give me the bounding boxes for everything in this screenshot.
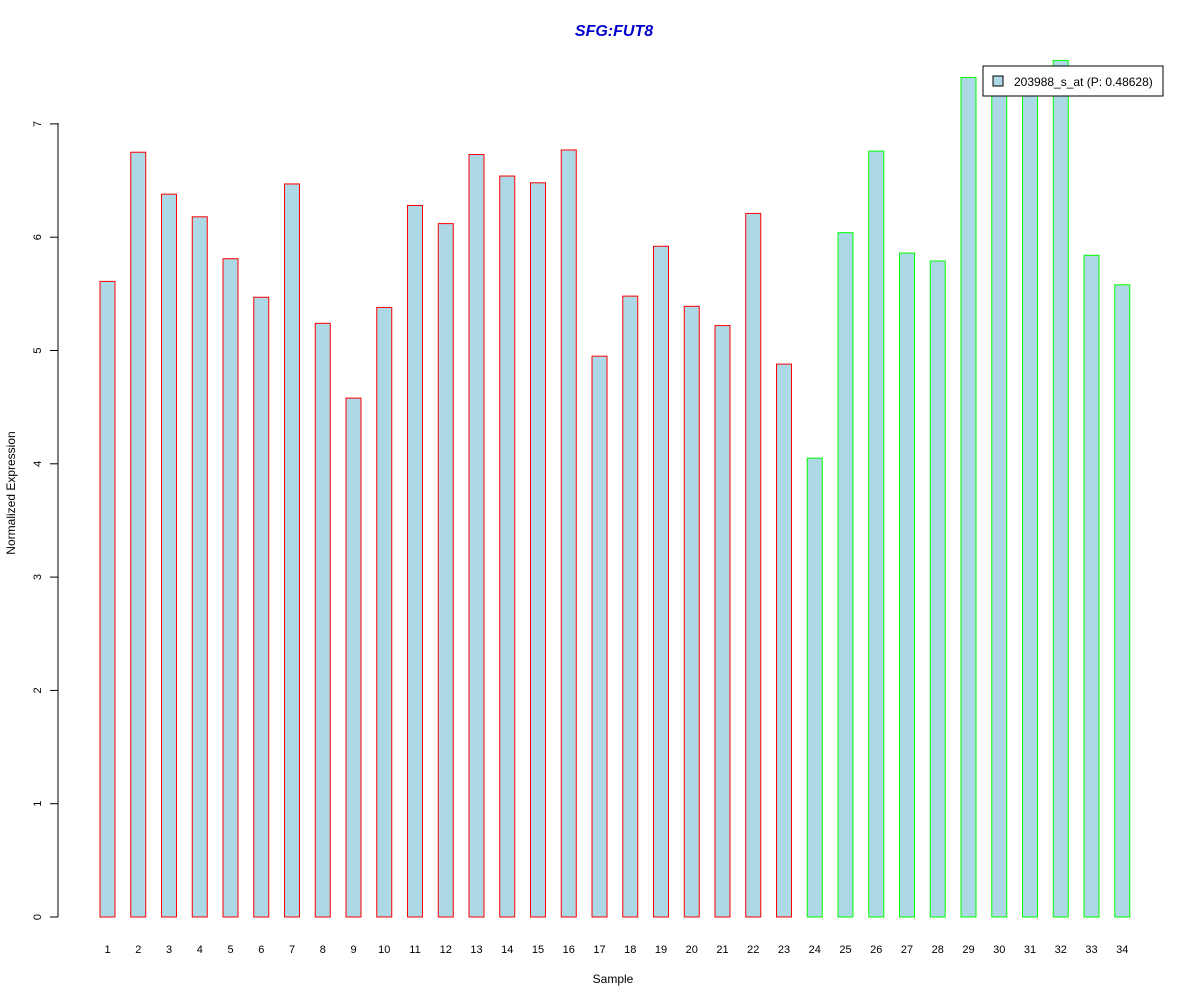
bar-sample-4 <box>191 216 208 918</box>
bar-sample-33 <box>1083 254 1100 918</box>
bar-sample-22 <box>745 212 762 918</box>
bar-sample-2 <box>130 151 147 918</box>
x-tick-label: 17 <box>593 944 605 956</box>
legend: 203988_s_at (P: 0.48628) <box>982 65 1164 97</box>
x-tick-label: 18 <box>624 944 636 956</box>
x-tick-label: 3 <box>166 944 172 956</box>
bar-sample-14 <box>499 175 516 918</box>
bar-sample-3 <box>161 193 177 918</box>
legend-entry: 203988_s_at (P: 0.48628) <box>1014 75 1153 89</box>
bar-sample-32 <box>1052 59 1069 918</box>
legend-swatch <box>992 75 1004 87</box>
y-tick-label: 4 <box>32 461 44 467</box>
bar-sample-29 <box>960 76 977 918</box>
y-tick-label: 0 <box>32 914 44 920</box>
x-tick-label: 33 <box>1085 944 1097 956</box>
x-tick-label: 26 <box>870 944 882 956</box>
x-axis-label: Sample <box>593 972 634 986</box>
x-tick-label: 24 <box>809 944 821 956</box>
bar-sample-7 <box>284 183 300 918</box>
x-tick-label: 23 <box>778 944 790 956</box>
y-tick-label: 1 <box>32 801 44 807</box>
bar-sample-1 <box>99 280 116 918</box>
y-tick-label: 2 <box>32 687 44 693</box>
x-tick-label: 9 <box>350 944 356 956</box>
bar-sample-15 <box>530 182 546 918</box>
x-tick-label: 14 <box>501 944 513 956</box>
y-tick-label: 7 <box>32 121 44 127</box>
x-tick-label: 6 <box>258 944 264 956</box>
x-tick-label: 31 <box>1024 944 1036 956</box>
bar-sample-25 <box>837 232 854 918</box>
x-tick-label: 5 <box>227 944 233 956</box>
legend-box <box>982 65 1164 97</box>
bar-sample-19 <box>653 245 669 918</box>
x-tick-label: 15 <box>532 944 544 956</box>
x-tick-label: 8 <box>320 944 326 956</box>
bar-sample-10 <box>376 306 393 918</box>
bar-sample-9 <box>345 397 362 918</box>
bar-sample-27 <box>899 252 915 918</box>
x-tick-label: 20 <box>686 944 698 956</box>
bar-sample-24 <box>806 457 823 918</box>
bar-sample-11 <box>407 204 423 918</box>
x-tick-label: 19 <box>655 944 667 956</box>
x-tick-label: 2 <box>135 944 141 956</box>
x-tick-label: 21 <box>716 944 728 956</box>
x-tick-label: 27 <box>901 944 913 956</box>
x-axis-tick-labels: 1 2 3 4 5 6 7 8 9 10 11 12 13 14 15 16 17 18 19 20 21 22 23 24 2… <box>104 944 1128 956</box>
bar-sample-13 <box>468 153 485 918</box>
bar-sample-23 <box>776 363 792 918</box>
bar-sample-5 <box>222 258 239 918</box>
x-tick-label: 30 <box>993 944 1005 956</box>
bar-sample-28 <box>929 260 946 918</box>
x-tick-label: 34 <box>1116 944 1128 956</box>
bar-sample-34 <box>1114 284 1131 918</box>
bar-sample-6 <box>253 296 270 918</box>
x-tick-label: 12 <box>440 944 452 956</box>
x-tick-label: 29 <box>962 944 974 956</box>
x-tick-label: 22 <box>747 944 759 956</box>
bar-sample-31 <box>1022 86 1038 918</box>
x-tick-label: 16 <box>563 944 575 956</box>
bar-sample-21 <box>714 325 731 918</box>
bar-sample-17 <box>591 355 608 918</box>
chart-title: SFG:FUT8 <box>575 23 653 40</box>
y-tick-label: 5 <box>32 347 44 353</box>
x-tick-label: 1 <box>104 944 110 956</box>
x-tick-label: 11 <box>409 944 420 956</box>
bar-sample-18 <box>622 295 639 918</box>
x-tick-label: 28 <box>932 944 944 956</box>
bar-sample-16 <box>560 149 577 918</box>
x-tick-label: 4 <box>197 944 203 956</box>
x-tick-label: 25 <box>839 944 851 956</box>
x-tick-label: 7 <box>289 944 295 956</box>
bar-sample-30 <box>991 83 1008 918</box>
y-tick-label: 3 <box>32 574 44 580</box>
bar-sample-12 <box>437 223 454 918</box>
x-tick-label: 32 <box>1055 944 1067 956</box>
x-tick-label: 13 <box>470 944 482 956</box>
bars <box>99 59 1131 918</box>
y-axis-label: Normalized Expression <box>4 431 18 554</box>
bar-sample-20 <box>683 305 700 918</box>
y-tick-label: 6 <box>32 234 44 240</box>
x-tick-label: 10 <box>378 944 390 956</box>
bar-sample-8 <box>314 322 331 918</box>
y-axis-ticks: 0 1 2 3 4 5 6 7 <box>32 121 58 920</box>
bar-sample-26 <box>868 150 885 918</box>
